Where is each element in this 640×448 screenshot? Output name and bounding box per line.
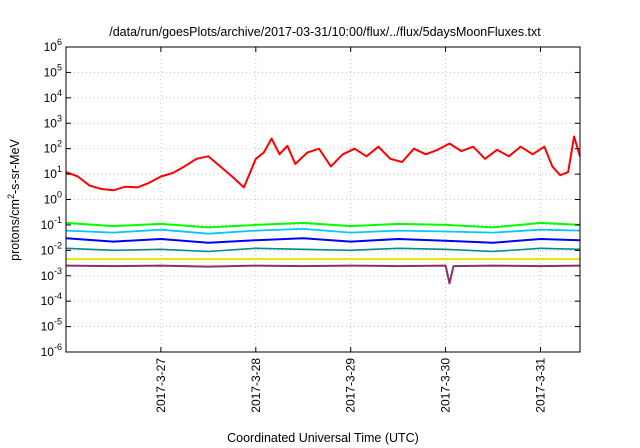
y-tick-label: 105 — [44, 62, 62, 79]
series-line — [65, 221, 581, 229]
grid-lines — [66, 47, 580, 352]
x-axis: 2017-3-27 2017-3-28 2017-3-29 2017-3-30 2017… — [154, 47, 547, 413]
chart-title: /data/run/goesPlots/archive/2017-03-31/1… — [109, 25, 541, 39]
y-tick-label: 103 — [44, 113, 62, 130]
series-line — [65, 247, 581, 253]
x-tick-label: 2017-3-27 — [154, 358, 168, 413]
series-layer — [65, 135, 581, 285]
x-tick-label: 2017-3-28 — [249, 358, 263, 413]
x-axis-label: Coordinated Universal Time (UTC) — [227, 431, 419, 445]
series-line — [65, 135, 581, 192]
y-tick-label: 104 — [44, 88, 62, 105]
y-tick-label: 10-2 — [41, 240, 62, 257]
y-tick-label: 10-3 — [41, 266, 62, 283]
series-line — [65, 228, 581, 235]
y-tick-label: 102 — [44, 139, 62, 156]
y-axis-label: protons/cm2-s-sr-MeV — [6, 138, 22, 260]
y-tick-label: 106 — [44, 37, 62, 54]
y-tick-label: 10-5 — [41, 317, 62, 334]
x-tick-label: 2017-3-29 — [344, 358, 358, 413]
x-tick-label: 2017-3-30 — [439, 358, 453, 413]
series-line — [65, 237, 581, 244]
y-tick-label: 10-1 — [41, 215, 62, 232]
y-tick-label: 10-6 — [41, 342, 62, 359]
y-axis: 10-6 10-5 10-4 10-3 10-2 10-1 100 101 102 103 104 1… — [41, 37, 580, 359]
x-tick-label: 2017-3-31 — [533, 358, 547, 413]
series-line — [65, 264, 581, 285]
y-tick-label: 101 — [44, 164, 62, 181]
y-tick-label: 10-4 — [41, 291, 62, 308]
y-tick-label: 100 — [44, 190, 62, 207]
